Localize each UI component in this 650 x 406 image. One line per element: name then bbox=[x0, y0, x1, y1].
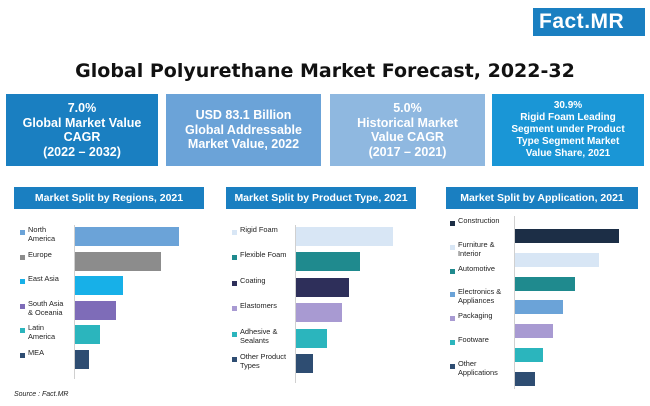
category-label: Other Product Types bbox=[240, 352, 287, 370]
legend-swatch bbox=[450, 268, 455, 274]
bar bbox=[75, 350, 90, 369]
category-label: MEA bbox=[28, 348, 45, 357]
category-label: Construction bbox=[458, 216, 500, 225]
category-label: Furniture & Interior bbox=[458, 239, 495, 258]
legend-swatch bbox=[20, 353, 25, 358]
category-label: Europe bbox=[28, 249, 52, 259]
bar bbox=[296, 277, 350, 297]
bar bbox=[296, 354, 314, 373]
legend-swatch bbox=[450, 363, 455, 369]
logo-dot: . bbox=[584, 10, 591, 33]
category-label: Footware bbox=[458, 335, 489, 344]
chart-axis bbox=[514, 216, 515, 389]
legend-swatch bbox=[450, 316, 455, 322]
bar bbox=[515, 348, 543, 362]
legend-swatch bbox=[20, 279, 25, 285]
bar bbox=[515, 371, 535, 386]
kpi-box-4: 30.9% Rigid Foam Leading Segment under P… bbox=[492, 94, 644, 166]
bar bbox=[515, 300, 563, 315]
category-label: South Asia & Oceania bbox=[28, 298, 64, 317]
bar bbox=[75, 325, 100, 345]
category-label: Adhesive & Sealants bbox=[240, 326, 278, 345]
legend-swatch bbox=[232, 255, 237, 261]
category-label: Flexible Foam bbox=[240, 250, 287, 260]
bar bbox=[296, 252, 361, 272]
page-title: Global Polyurethane Market Forecast, 202… bbox=[75, 60, 575, 82]
legend-swatch bbox=[232, 230, 237, 235]
category-label: Latin America bbox=[28, 323, 56, 342]
kpi-text: 30.9% Rigid Foam Leading Segment under P… bbox=[511, 100, 625, 159]
category-label: Coating bbox=[240, 275, 266, 285]
chart-axis bbox=[74, 225, 75, 379]
bar bbox=[515, 252, 599, 267]
legend-swatch bbox=[450, 292, 455, 298]
kpi-text: 7.0% Global Market Value CAGR (2022 – 20… bbox=[22, 101, 142, 159]
logo-text-left: Fact bbox=[539, 10, 585, 33]
category-label: Automotive bbox=[458, 263, 495, 273]
category-label: Electronics & Appliances bbox=[458, 287, 502, 306]
legend-swatch bbox=[232, 357, 237, 362]
bar bbox=[75, 227, 179, 246]
kpi-text: 5.0% Historical Market Value CAGR (2017 … bbox=[357, 101, 458, 159]
legend-swatch bbox=[20, 230, 25, 235]
chart-title-application: Market Split by Application, 2021 bbox=[446, 187, 638, 209]
legend-swatch bbox=[20, 303, 25, 309]
bar bbox=[515, 324, 553, 339]
chart-axis bbox=[295, 225, 296, 384]
fact-mr-logo: Fact.MR bbox=[533, 8, 645, 36]
category-label: East Asia bbox=[28, 274, 59, 284]
bar bbox=[75, 276, 123, 296]
category-label: Rigid Foam bbox=[240, 225, 278, 234]
bar bbox=[296, 328, 328, 348]
kpi-box-2: USD 83.1 Billion Global Addressable Mark… bbox=[166, 94, 321, 166]
source-note: Source : Fact.MR bbox=[14, 391, 69, 398]
legend-swatch bbox=[450, 244, 455, 250]
category-label: Other Applications bbox=[458, 358, 498, 377]
logo-text-right: MR bbox=[590, 10, 625, 33]
legend-swatch bbox=[232, 331, 237, 337]
kpi-text: USD 83.1 Billion Global Addressable Mark… bbox=[185, 108, 302, 152]
legend-swatch bbox=[20, 254, 25, 260]
bar bbox=[296, 227, 393, 246]
bar bbox=[515, 276, 575, 291]
chart-title-regions: Market Split by Regions, 2021 bbox=[14, 187, 204, 209]
kpi-box-1: 7.0% Global Market Value CAGR (2022 – 20… bbox=[6, 94, 158, 166]
legend-swatch bbox=[232, 306, 237, 312]
category-label: Packaging bbox=[458, 311, 493, 321]
category-label: North America bbox=[28, 225, 56, 243]
legend-swatch bbox=[232, 280, 237, 286]
kpi-box-3: 5.0% Historical Market Value CAGR (2017 … bbox=[330, 94, 485, 166]
chart-title-product-type: Market Split by Product Type, 2021 bbox=[226, 187, 416, 209]
bar bbox=[296, 303, 342, 323]
legend-swatch bbox=[450, 221, 455, 226]
legend-swatch bbox=[20, 328, 25, 334]
legend-swatch bbox=[450, 340, 455, 345]
bar bbox=[515, 229, 619, 243]
bar bbox=[75, 300, 116, 320]
bar bbox=[75, 251, 162, 271]
category-label: Elastomers bbox=[240, 301, 277, 311]
